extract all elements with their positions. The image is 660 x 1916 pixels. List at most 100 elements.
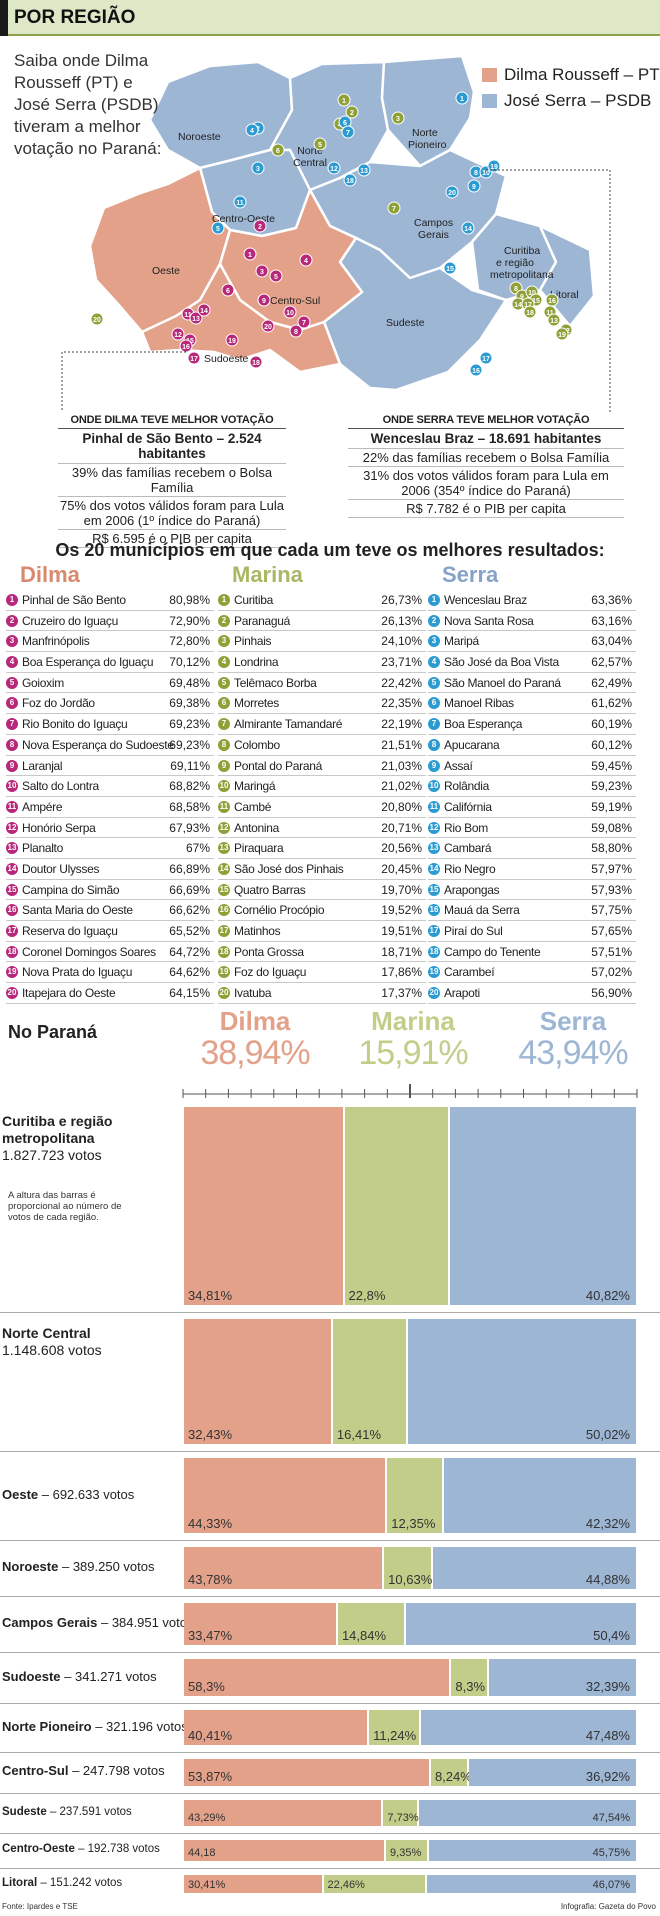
map-marker-number: 20 xyxy=(264,324,272,331)
best-serra-line: 31% dos votos válidos foram para Lula em… xyxy=(348,467,624,500)
rank-municipality: Ivatuba xyxy=(234,986,272,1001)
rank-number-badge: 4 xyxy=(428,656,440,669)
rank-row: 1 Wenceslau Braz 63,36% xyxy=(428,590,636,611)
rank-row: 10 Maringá 21,02% xyxy=(218,776,426,797)
map-marker-number: 2 xyxy=(350,110,354,117)
bar-value-label: 50,4% xyxy=(593,1628,630,1644)
rank-municipality: Goioxim xyxy=(22,675,64,690)
rank-row: 1 Curitiba 26,73% xyxy=(218,590,426,611)
map-marker-number: 3 xyxy=(256,166,260,173)
map-label: Noroeste xyxy=(178,131,221,143)
region-name: Noroeste xyxy=(2,1559,59,1575)
map-marker xyxy=(90,312,104,326)
map-marker xyxy=(225,333,239,347)
bar-segment-marina: 7,73% xyxy=(383,1799,419,1826)
rank-row: 7 Almirante Tamandaré 22,19% xyxy=(218,714,426,735)
region-separator xyxy=(0,1792,660,1794)
rank-number-badge: 15 xyxy=(218,883,230,896)
map-marker-number: 10 xyxy=(286,310,294,317)
map-marker xyxy=(467,179,481,193)
total-dilma: Dilma 38,94% xyxy=(190,1008,320,1072)
map-marker-number: 4 xyxy=(250,128,254,135)
rank-municipality: Piraí do Sul xyxy=(444,924,503,938)
rank-row: 19 Foz do Iguaçu 17,86% xyxy=(218,962,426,984)
legend-dilma-label: Dilma Rousseff – PT xyxy=(504,65,660,84)
bar-segment-dilma: 44,18 xyxy=(184,1839,385,1861)
region-separator xyxy=(0,1867,660,1869)
rank-percent: 58,80% xyxy=(591,841,632,856)
map-marker-number: 13 xyxy=(550,318,558,325)
region-label: Norte Pioneiro – 321.196 votos xyxy=(2,1719,188,1735)
rank-number-badge: 14 xyxy=(218,862,230,875)
map-marker xyxy=(187,351,201,365)
rank-row: 7 Rio Bonito do Iguaçu 69,23% xyxy=(6,714,214,735)
rank-number-badge: 16 xyxy=(6,904,18,917)
rank-number-badge: 19 xyxy=(218,966,230,979)
rank-municipality: Curitiba xyxy=(234,593,273,607)
map-marker xyxy=(337,93,351,107)
map-marker-number: 15 xyxy=(446,266,454,273)
rank-percent: 63,04% xyxy=(591,634,632,649)
top20-marina-heading: Marina xyxy=(232,562,303,587)
map-marker xyxy=(283,305,297,319)
map-marker xyxy=(445,185,459,199)
rank-row: 14 São José dos Pinhais 20,45% xyxy=(218,859,426,880)
map-marker-number: 5 xyxy=(216,226,220,233)
map-marker-number: 14 xyxy=(514,302,522,309)
rank-municipality: Rio Negro xyxy=(444,861,496,876)
rank-percent: 66,89% xyxy=(169,861,210,876)
map-marker-number: 2 xyxy=(258,224,262,231)
bar-segment-serra: 47,54% xyxy=(419,1799,636,1826)
region-separator xyxy=(0,1312,660,1314)
rank-row: 6 Manoel Ribas 61,62% xyxy=(428,693,636,715)
rank-number-badge: 18 xyxy=(428,945,440,958)
bar-value-label: 58,3% xyxy=(188,1679,225,1695)
bar-value-label: 12,35% xyxy=(391,1516,436,1532)
map-marker-number: 11 xyxy=(236,200,244,207)
rank-number-badge: 20 xyxy=(428,987,440,1000)
rank-number-badge: 17 xyxy=(428,925,440,937)
map-marker-number: 10 xyxy=(482,170,490,177)
rank-municipality: Assaí xyxy=(444,758,473,773)
rank-number-badge: 7 xyxy=(218,718,230,731)
region-votes: – 384.951 votos xyxy=(97,1615,194,1631)
rank-number-badge: 19 xyxy=(428,966,440,979)
map-label: Curitiba xyxy=(504,245,540,257)
bar-value-label: 45,75% xyxy=(592,1846,630,1859)
region-label: Litoral – 151.242 votos xyxy=(2,1875,122,1891)
rank-row: 3 Maripá 63,04% xyxy=(428,631,636,653)
map-marker-number: 6 xyxy=(276,148,280,155)
map-marker-number: 10 xyxy=(528,290,536,297)
rank-municipality: Doutor Ulysses xyxy=(22,861,100,876)
rank-row: 17 Piraí do Sul 57,65% xyxy=(428,921,636,942)
rank-percent: 24,10% xyxy=(381,634,422,649)
bar-height-note: A altura das barras é proporcional ao nú… xyxy=(8,1190,122,1223)
map-marker xyxy=(211,221,225,235)
map-marker-number: 18 xyxy=(526,310,534,317)
rank-municipality: Arapoti xyxy=(444,986,480,1001)
bar-segment-marina: 9,35% xyxy=(386,1839,427,1861)
rank-municipality: Carambeí xyxy=(444,965,495,980)
rank-percent: 68,82% xyxy=(169,779,210,794)
map-label: Centro-Sul xyxy=(270,295,320,307)
region-label: Curitiba e região metropolitana 1.827.723… xyxy=(2,1113,142,1164)
bar-value-label: 40,82% xyxy=(585,1288,630,1304)
region-separator xyxy=(0,1832,660,1834)
rank-percent: 56,90% xyxy=(591,986,632,1001)
rank-row: 5 São Manoel do Paraná 62,49% xyxy=(428,673,636,694)
region-name: Centro-Sul xyxy=(2,1763,69,1779)
region-votes: – 692.633 votos xyxy=(38,1486,135,1502)
rank-percent: 69,23% xyxy=(169,737,210,752)
map-marker xyxy=(297,315,311,329)
map-marker-number: 13 xyxy=(360,168,368,175)
top20-serra-list: 1 Wenceslau Braz 63,36% 2 Nova Santa Rosa 63,… xyxy=(428,590,636,1004)
rank-row: 15 Arapongas 57,93% xyxy=(428,880,636,901)
rank-number-badge: 9 xyxy=(218,759,230,772)
rank-municipality: São José da Boa Vista xyxy=(444,655,559,670)
rank-percent: 18,71% xyxy=(381,944,422,959)
rank-number-badge: 11 xyxy=(428,800,440,813)
bar-value-label: 22,46% xyxy=(327,1878,365,1891)
rank-municipality: Pinhais xyxy=(234,634,272,649)
rank-percent: 57,51% xyxy=(591,944,632,959)
rank-municipality: Ponta Grossa xyxy=(234,944,304,959)
